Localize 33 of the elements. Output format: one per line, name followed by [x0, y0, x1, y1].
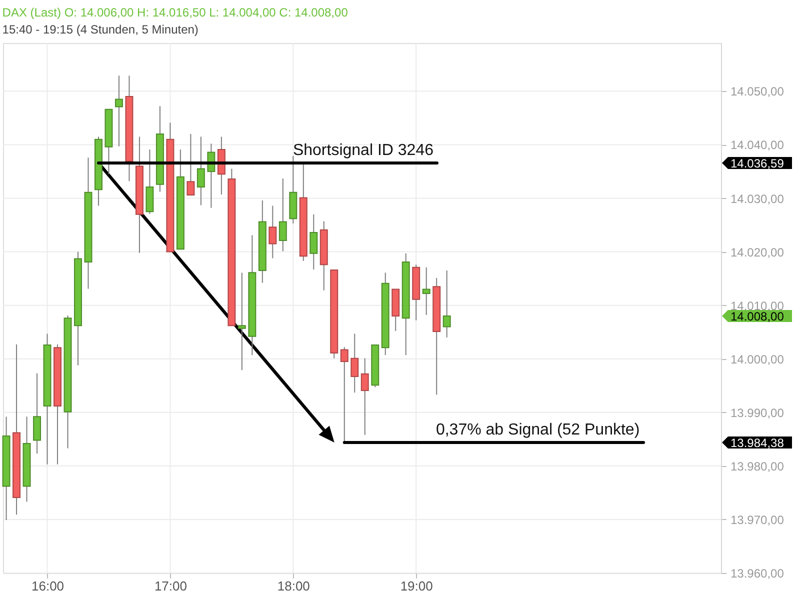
candlestick	[278, 178, 287, 252]
candlestick	[350, 333, 359, 394]
candlestick	[196, 136, 205, 206]
y-tick-label: 14.036,59	[730, 156, 784, 170]
y-tick-label: 14.040,00	[730, 138, 784, 152]
y-tick-label: 14.050,00	[730, 84, 784, 99]
candlestick	[268, 205, 277, 259]
y-tick-label: 13.984,38	[730, 436, 784, 450]
candlestick	[340, 346, 348, 443]
y-tick-label: 13.990,00	[730, 406, 784, 420]
x-tick-label: 16:00	[31, 578, 64, 594]
candlestick	[310, 214, 318, 270]
candlestick	[238, 272, 246, 371]
candlestick	[442, 270, 451, 338]
candlestick	[186, 134, 195, 196]
annotation: 0,37% ab Signal (52 Punkte)	[436, 421, 640, 438]
y-tick-label: 14.010,00	[730, 298, 784, 313]
chart-subtitle: 15:40 - 19:15 (4 Stunden, 5 Minuten)	[2, 22, 198, 36]
x-tick-label: 17:00	[154, 578, 187, 594]
y-tick-label: 14.000,00	[730, 352, 784, 366]
y-tick-label: 13.970,00	[730, 512, 784, 527]
x-tick-label: 19:00	[400, 578, 433, 594]
candlestick	[114, 75, 123, 147]
y-tick-label: 14.030,00	[730, 192, 784, 206]
candlestick	[33, 372, 41, 454]
y-tick-label: 14.020,00	[730, 245, 784, 260]
y-tick-label: 13.980,00	[730, 459, 784, 474]
candlestick	[422, 266, 430, 316]
y-tick-label: 13.960,00	[730, 566, 784, 580]
x-tick-label: 18:00	[277, 578, 310, 594]
chart-title: DAX (Last) O: 14.006,00 H: 14.016,50 L: 14.004,00 C: 14.008,00	[2, 6, 348, 20]
annotation: Shortsignal ID 3246	[292, 142, 434, 159]
candlestick	[360, 358, 369, 436]
